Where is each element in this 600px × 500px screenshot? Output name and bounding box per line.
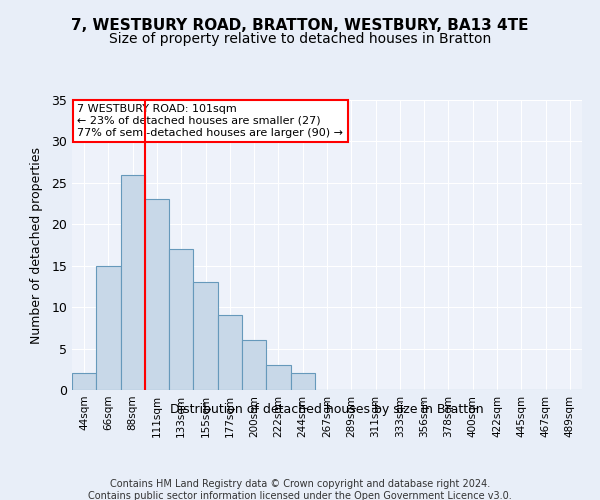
Bar: [145, 200, 169, 390]
Bar: [266, 365, 290, 390]
Y-axis label: Number of detached properties: Number of detached properties: [30, 146, 43, 344]
Bar: [193, 282, 218, 390]
Text: Distribution of detached houses by size in Bratton: Distribution of detached houses by size …: [170, 402, 484, 415]
Bar: [72, 374, 96, 390]
Bar: [96, 266, 121, 390]
Text: Size of property relative to detached houses in Bratton: Size of property relative to detached ho…: [109, 32, 491, 46]
Text: Contains HM Land Registry data © Crown copyright and database right 2024.
Contai: Contains HM Land Registry data © Crown c…: [88, 479, 512, 500]
Text: 7 WESTBURY ROAD: 101sqm
← 23% of detached houses are smaller (27)
77% of semi-de: 7 WESTBURY ROAD: 101sqm ← 23% of detache…: [77, 104, 343, 138]
Bar: [169, 249, 193, 390]
Bar: [121, 174, 145, 390]
Bar: [290, 374, 315, 390]
Bar: [242, 340, 266, 390]
Bar: [218, 316, 242, 390]
Text: 7, WESTBURY ROAD, BRATTON, WESTBURY, BA13 4TE: 7, WESTBURY ROAD, BRATTON, WESTBURY, BA1…: [71, 18, 529, 32]
